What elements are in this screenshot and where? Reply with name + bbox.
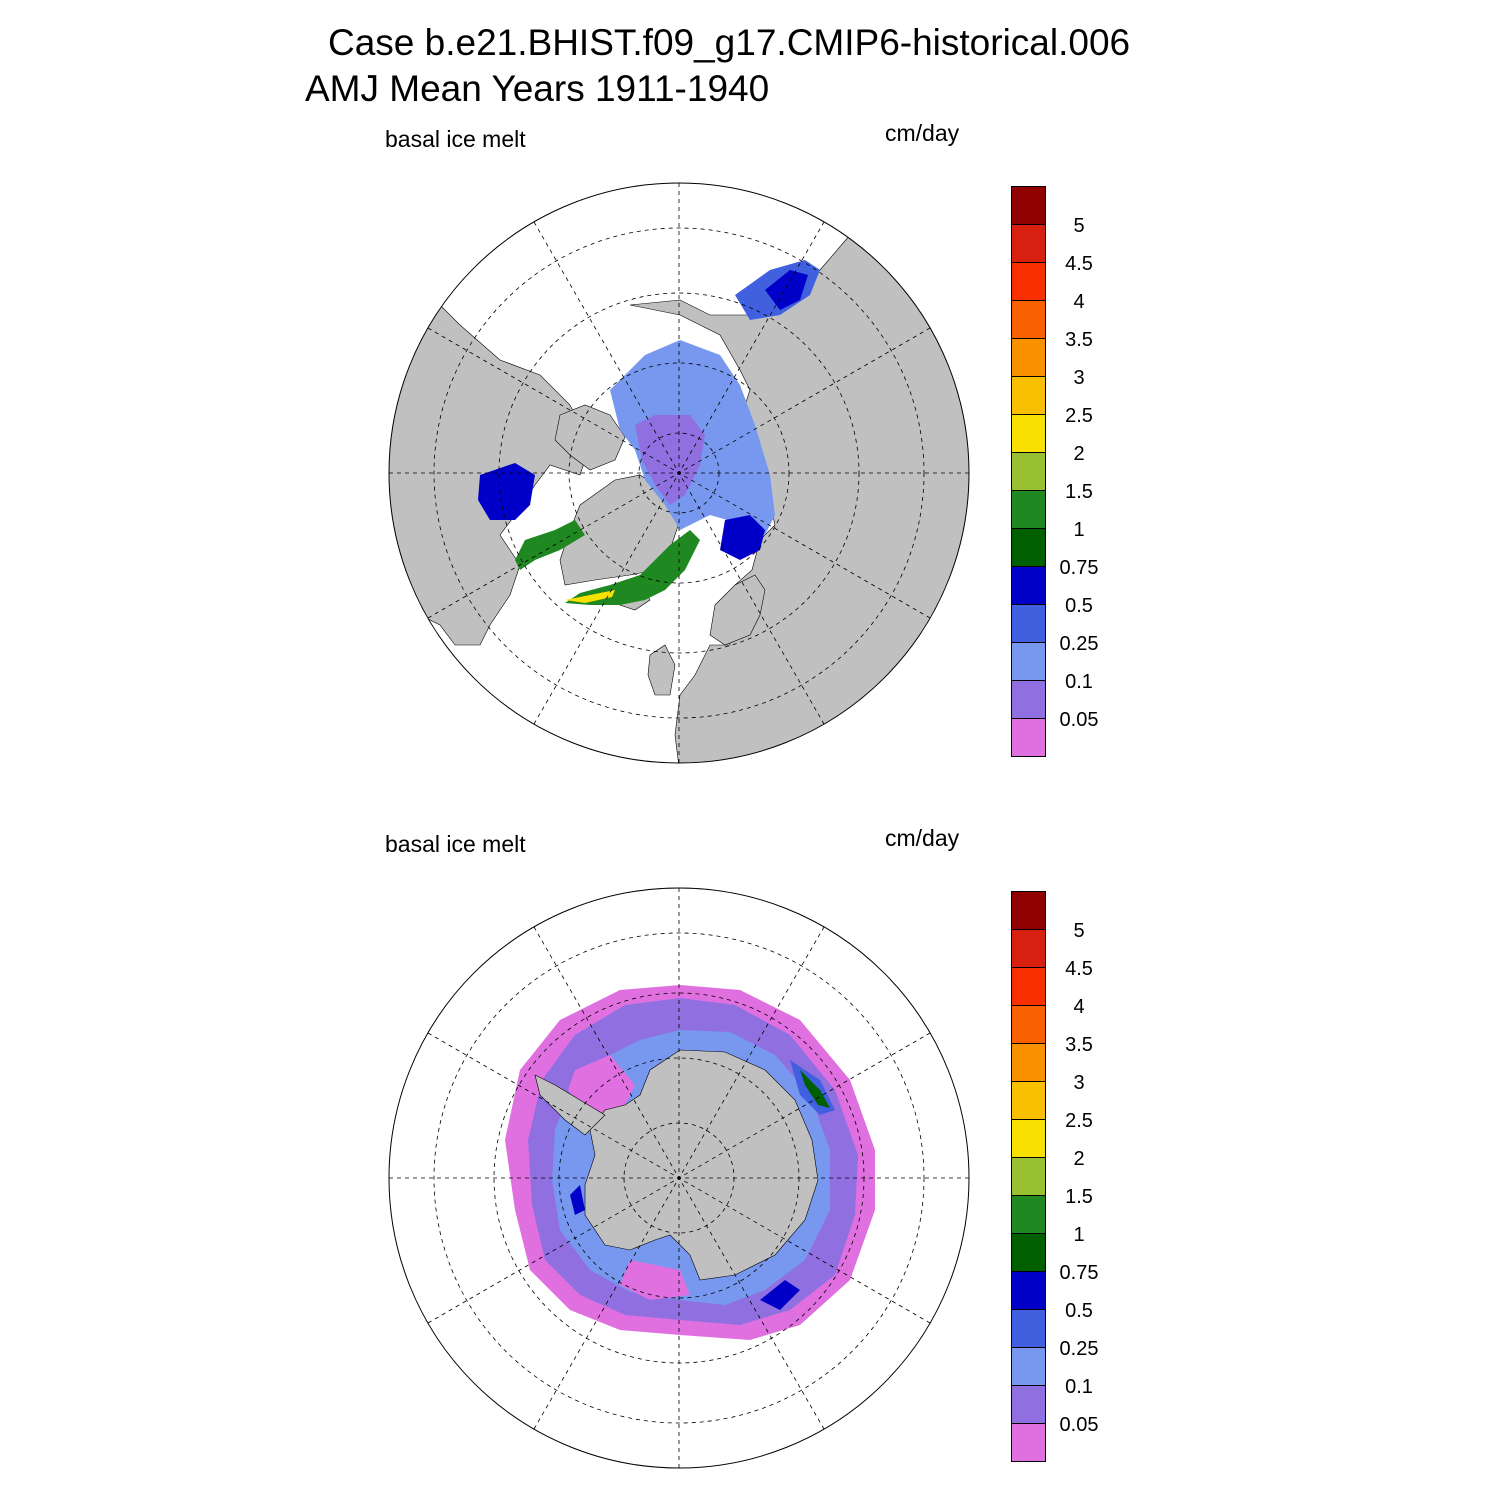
colorbar-south-tick: 4.5 (1065, 958, 1093, 980)
map-border (388, 182, 970, 764)
colorbar-north-tick: 0.05 (1059, 709, 1099, 731)
colorbar-north-swatch-7 (1011, 490, 1046, 529)
colorbar-north-tick: 3.5 (1065, 329, 1093, 351)
colorbar-north-tick: 5 (1073, 215, 1085, 237)
colorbar-south-swatch-5 (1011, 1271, 1046, 1310)
central-arctic-low-melt (635, 415, 705, 505)
okhotsk-melt (765, 270, 808, 310)
colorbar-south-swatch-13 (1011, 967, 1046, 1006)
colorbar-south-tick: 0.05 (1059, 1414, 1099, 1436)
canadian-archipelago-land (554, 404, 626, 471)
colorbar-north-tick: 1 (1073, 519, 1085, 541)
colorbar-south-tick: 0.75 (1059, 1262, 1099, 1284)
colorbar-north-swatch-12 (1011, 300, 1046, 339)
colorbar-north-tick: 0.5 (1065, 595, 1093, 617)
north-polar-map (388, 182, 970, 764)
colorbar-north-tick: 1.5 (1065, 481, 1093, 503)
colorbar-south-swatch-11 (1011, 1043, 1046, 1082)
colorbar-south-tick: 3 (1073, 1072, 1085, 1094)
colorbar-south-swatch-8 (1011, 1157, 1046, 1196)
east-greenland-melt (565, 530, 700, 605)
colorbar-south-swatch-15 (1011, 891, 1046, 930)
british-isles-land (647, 644, 676, 696)
colorbar-north-tick: 0.25 (1059, 633, 1099, 655)
colorbar-south-swatch-6 (1011, 1233, 1046, 1272)
hudson-bay-melt (478, 463, 535, 520)
colorbar-south-tick: 2 (1073, 1148, 1085, 1170)
ross-sea-low-melt (568, 1055, 635, 1115)
variable-label-south: basal ice melt (385, 831, 526, 857)
colorbar-north-tick: 0.75 (1059, 557, 1099, 579)
weddell-low-melt (620, 1260, 690, 1300)
south-polar-map (388, 887, 970, 1469)
colorbar-south-swatch-7 (1011, 1195, 1046, 1234)
scandinavia-land (709, 574, 766, 646)
colorbar-north-tick: 4 (1073, 291, 1085, 313)
colorbar-north-swatch-6 (1011, 528, 1046, 567)
colorbar-south-tick: 5 (1073, 920, 1085, 942)
colorbar-north-swatch-4 (1011, 604, 1046, 643)
units-label-north: cm/day (885, 120, 960, 146)
colorbar-north-swatch-14 (1011, 224, 1046, 263)
colorbar-north-swatch-11 (1011, 338, 1046, 377)
graticule (389, 888, 969, 1468)
colorbar-south-swatch-1 (1011, 1423, 1046, 1462)
variable-label-north: basal ice melt (385, 126, 526, 152)
colorbar-north-tick: 2 (1073, 443, 1085, 465)
colorbar-north-swatch-9 (1011, 414, 1046, 453)
barents-sea-melt (720, 515, 765, 560)
colorbar-north-tick: 2.5 (1065, 405, 1093, 427)
colorbar-south-swatch-10 (1011, 1081, 1046, 1120)
antarctic-peninsula-land (534, 1074, 606, 1136)
colorbar-north (1011, 186, 1046, 758)
colorbar-south-swatch-14 (1011, 929, 1046, 968)
colorbar-south-swatch-12 (1011, 1005, 1046, 1044)
colorbar-south-tick: 1 (1073, 1224, 1085, 1246)
colorbar-south-swatch-2 (1011, 1385, 1046, 1424)
amery-core (800, 1070, 830, 1108)
colorbar-north-swatch-2 (1011, 680, 1046, 719)
graticule (389, 183, 969, 763)
title-line-1: Case b.e21.BHIST.f09_g17.CMIP6-historica… (328, 22, 1131, 63)
colorbar-south-tick: 4 (1073, 996, 1085, 1018)
colorbar-south-tick: 1.5 (1065, 1186, 1093, 1208)
east-greenland-hotspot (565, 590, 615, 603)
colorbar-south (1011, 891, 1046, 1463)
colorbar-south-swatch-4 (1011, 1309, 1046, 1348)
colorbar-south-tick: 2.5 (1065, 1110, 1093, 1132)
west-melt-spot (570, 1185, 585, 1215)
colorbar-north-tick: 0.1 (1065, 671, 1093, 693)
colorbar-north-tick: 4.5 (1065, 253, 1093, 275)
map-border (388, 887, 970, 1469)
colorbar-south-swatch-3 (1011, 1347, 1046, 1386)
title-line-2: AMJ Mean Years 1911-1940 (305, 68, 770, 109)
colorbar-south-tick: 3.5 (1065, 1034, 1093, 1056)
colorbar-north-swatch-10 (1011, 376, 1046, 415)
colorbar-north-swatch-13 (1011, 262, 1046, 301)
colorbar-south-tick: 0.25 (1059, 1338, 1099, 1360)
colorbar-north-swatch-8 (1011, 452, 1046, 491)
colorbar-north-swatch-3 (1011, 642, 1046, 681)
colorbar-south-tick: 0.5 (1065, 1300, 1093, 1322)
ross-ice-shelf-edge-melt (760, 1280, 800, 1310)
colorbar-north-swatch-15 (1011, 186, 1046, 225)
colorbar-north-tick: 3 (1073, 367, 1085, 389)
colorbar-north-swatch-1 (1011, 718, 1046, 757)
colorbar-south-swatch-9 (1011, 1119, 1046, 1158)
colorbar-north-swatch-5 (1011, 566, 1046, 605)
colorbar-south-tick: 0.1 (1065, 1376, 1093, 1398)
units-label-south: cm/day (885, 825, 960, 851)
north-america-land (389, 264, 591, 646)
